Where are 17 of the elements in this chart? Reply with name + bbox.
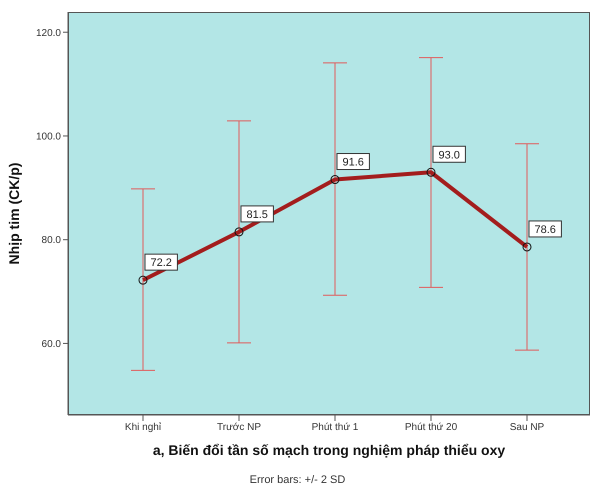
data-label: 72.2: [150, 257, 172, 270]
x-tick-label: Phút thứ 20: [404, 422, 458, 434]
x-tick-label: Phút thứ 1: [312, 422, 359, 434]
data-label: 93.0: [438, 149, 460, 162]
x-tick-label: Khi nghỉ: [124, 422, 162, 434]
x-axis-title: a, Biến đổi tần số mạch trong nghiệm pháp thiểu oxy: [152, 442, 506, 458]
x-tick-label: Trước NP: [217, 422, 262, 434]
y-tick-label: 80.0: [42, 235, 62, 246]
y-tick-label: 60.0: [42, 338, 62, 350]
x-tick-label: Sau NP: [510, 422, 545, 434]
data-label: 91.6: [342, 156, 364, 169]
y-tick-label: 120.0: [36, 28, 62, 39]
data-label: 78.6: [534, 224, 556, 236]
text: Error bars: +/- 2 SD: [248, 474, 346, 486]
y-axis-title: Nhịp tim (CK/p): [6, 162, 22, 264]
data-label: 81.5: [246, 208, 268, 221]
y-tick-label: 100.0: [36, 132, 62, 143]
